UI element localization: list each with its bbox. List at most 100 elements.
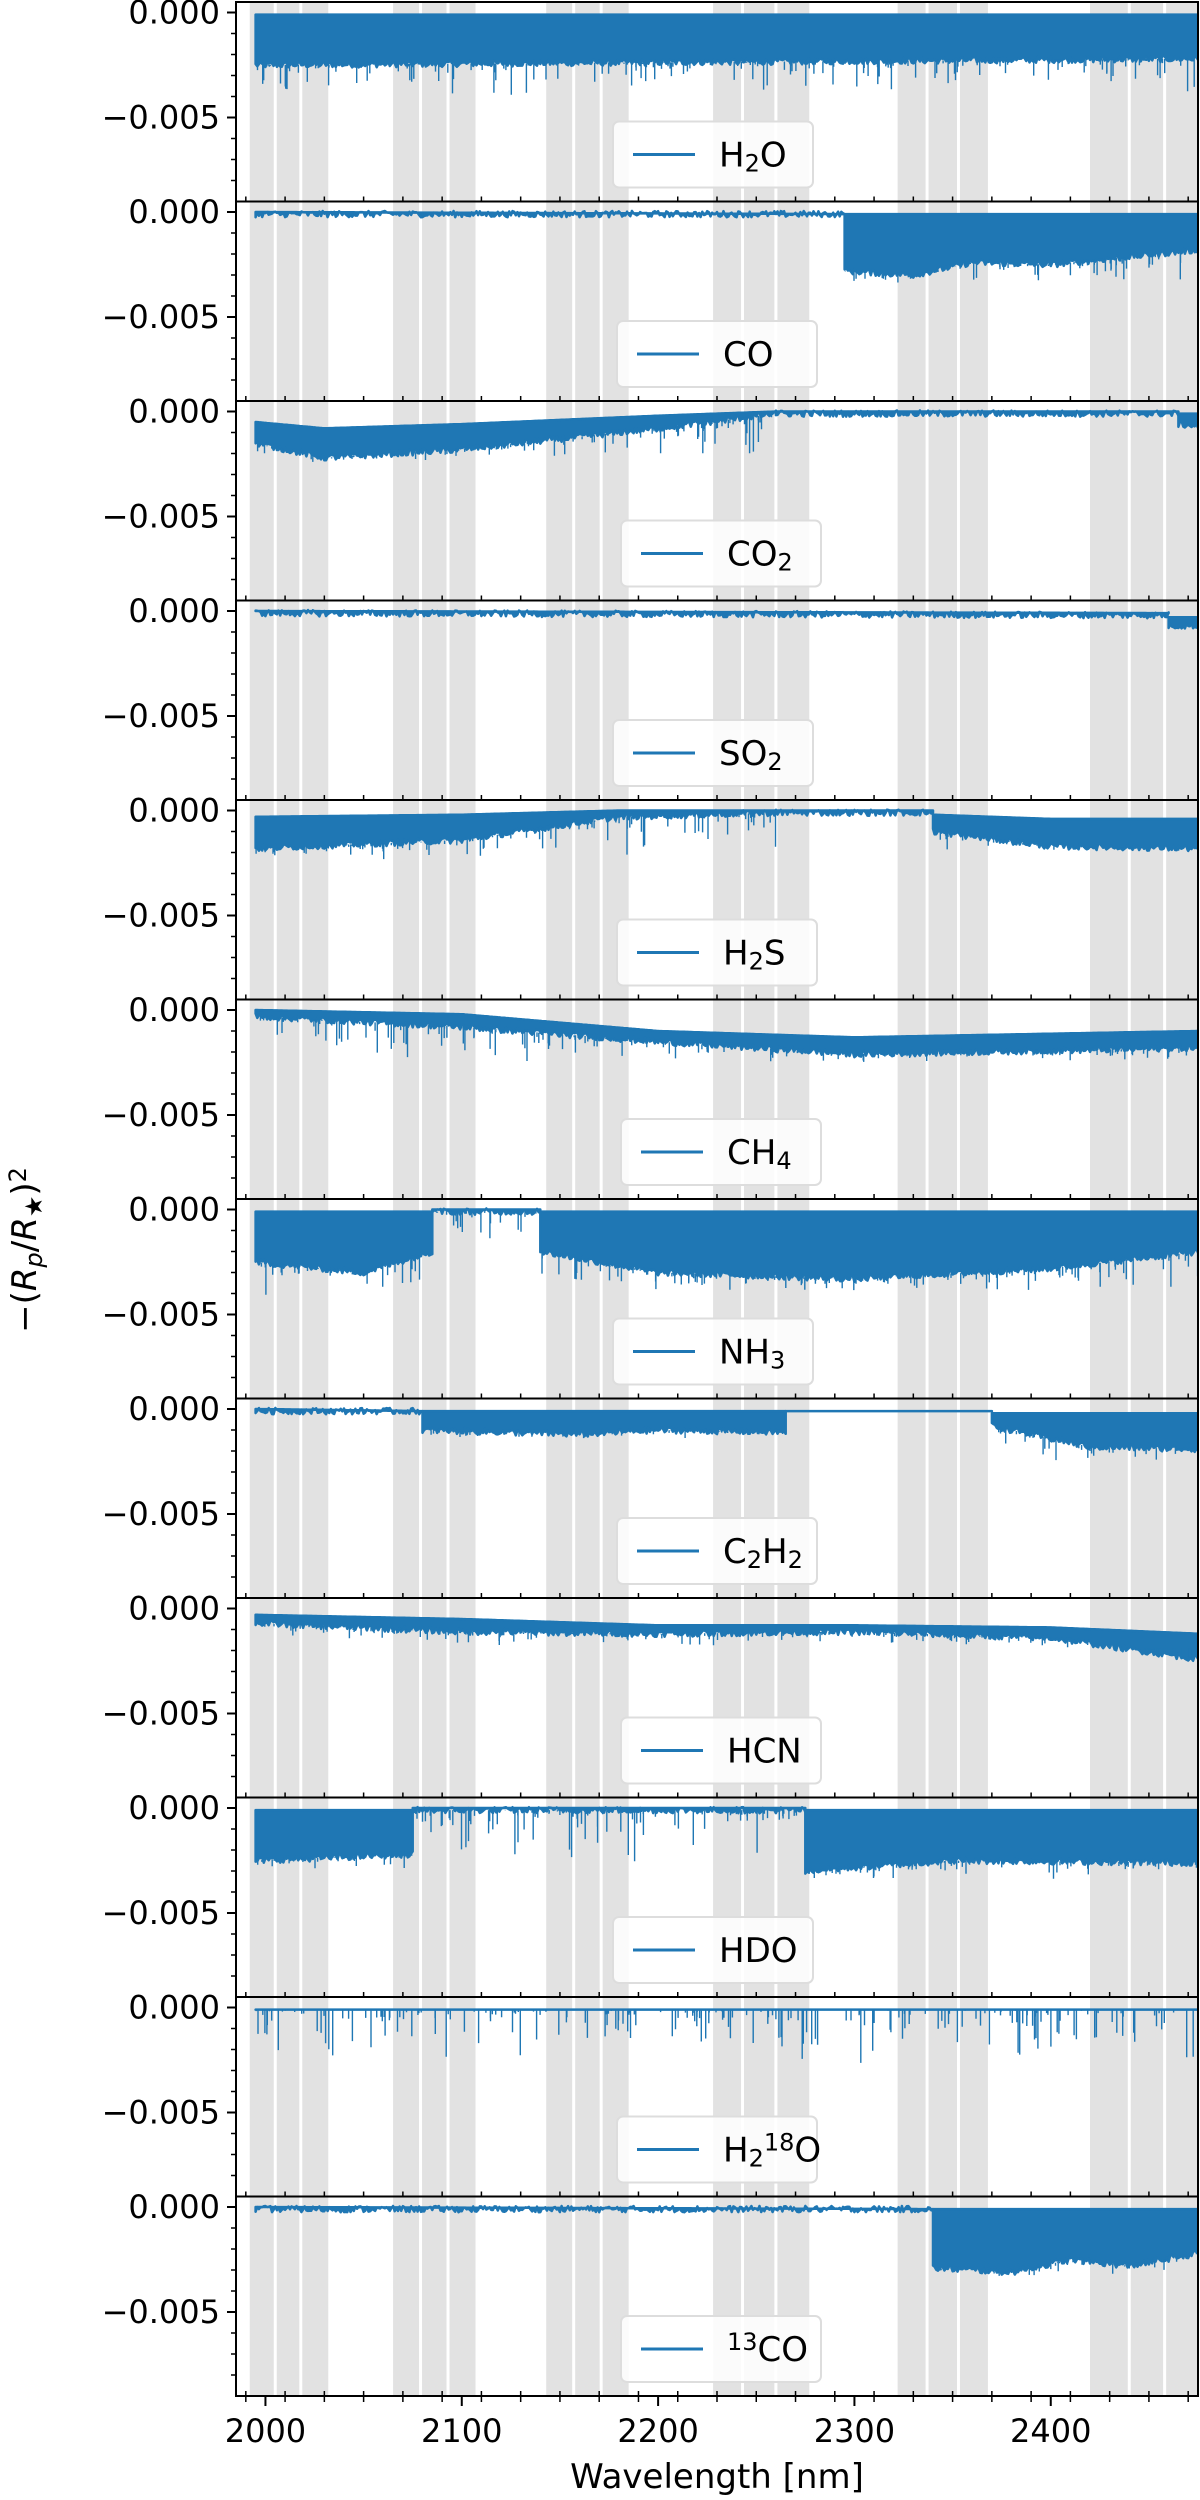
- series-6: [254, 1207, 1198, 1295]
- legend-label: H218O: [723, 2129, 821, 2173]
- y-tick-label: −0.005: [102, 697, 220, 735]
- y-tick-label: 0.000: [128, 2188, 220, 2226]
- x-axis: 2000 2100 2200 2300 2400: [225, 2396, 1189, 2450]
- legend-label: HCN: [727, 1732, 802, 1772]
- shaded-band: [249, 2196, 329, 2396]
- legend: H218O: [616, 2115, 821, 2184]
- spectrum-spikes: [413, 1810, 799, 1862]
- legend-label: C2H2: [723, 1532, 803, 1574]
- y-tick-label: 0.000: [128, 1590, 220, 1628]
- panel-9: 0.000 −0.005 HDO: [102, 1789, 1199, 1998]
- spectrum-spikes: [939, 2253, 1197, 2276]
- legend: CH4: [620, 1118, 822, 1186]
- spectrum-spikes: [255, 812, 777, 860]
- shaded-band: [249, 1398, 329, 1598]
- legend: HDO: [612, 1916, 814, 1984]
- legend-label: 13CO: [727, 2328, 808, 2370]
- legend: H2O: [612, 120, 814, 189]
- x-tick-label: 2100: [421, 2412, 502, 2450]
- spectrum-band: [254, 1210, 434, 1277]
- y-tick-label: 0.000: [128, 193, 220, 231]
- spectrum-band: [1167, 616, 1198, 630]
- series-9: [254, 1805, 1198, 1879]
- y-tick-label: 0.000: [128, 1989, 220, 2027]
- y-tick-label: −0.005: [102, 99, 220, 137]
- legend-box: [612, 719, 814, 787]
- legend-box: [616, 320, 818, 388]
- legend: CO: [616, 320, 818, 388]
- series-0: [254, 13, 1198, 95]
- y-tick-label: −0.005: [102, 2094, 220, 2132]
- panel-8: 0.000 −0.005 HCN: [102, 1590, 1199, 1799]
- y-tick-label: −0.005: [102, 897, 220, 935]
- legend: 13CO: [620, 2315, 822, 2383]
- y-tick-label: −0.005: [102, 1695, 220, 1733]
- shaded-band: [249, 600, 329, 800]
- legend-box: [620, 1716, 822, 1785]
- y-tick-label: −0.005: [102, 1096, 220, 1134]
- legend: HCN: [620, 1716, 822, 1785]
- x-tick-label: 2400: [1010, 2412, 1091, 2450]
- y-axis-label: −(Rp/R★)2: [4, 1167, 48, 1333]
- legend-label: CH4: [727, 1133, 792, 1175]
- shaded-band: [546, 800, 629, 1000]
- spectrum-spikes: [435, 1211, 537, 1239]
- series-3: [254, 608, 1198, 630]
- series-1: [254, 209, 1198, 283]
- legend-box: [620, 1118, 822, 1186]
- shaded-band: [249, 1598, 329, 1798]
- spectrum-band: [254, 13, 1198, 69]
- panel-10: 0.000 −0.005 H218O: [102, 1989, 1199, 2198]
- spectrum-spikes: [541, 1251, 1198, 1291]
- y-tick-label: −0.005: [102, 2293, 220, 2331]
- y-tick-label: −0.005: [102, 298, 220, 336]
- series-8: [254, 1613, 1198, 1663]
- x-tick-label: 2300: [814, 2412, 895, 2450]
- shaded-band: [546, 2196, 629, 2396]
- spectrum-band: [254, 1808, 414, 1864]
- shaded-band: [1090, 1997, 1198, 2197]
- spectrum-band: [254, 1613, 1198, 1663]
- spectrum-spikes: [844, 251, 1182, 283]
- shaded-band: [1090, 600, 1198, 800]
- shaded-band: [897, 1398, 988, 1598]
- spectrum-band: [254, 608, 1170, 620]
- panel-11: 0.000 −0.005 13CO: [102, 2188, 1199, 2397]
- y-tick-label: 0.000: [128, 393, 220, 431]
- legend-label: H2O: [719, 136, 787, 178]
- y-tick-label: 0.000: [128, 1390, 220, 1428]
- spectrum-spikes: [264, 1623, 1198, 1659]
- x-tick-label: 2000: [225, 2412, 306, 2450]
- shaded-band: [897, 999, 988, 1199]
- y-tick-label: 0.000: [128, 592, 220, 630]
- y-tick-label: 0.000: [128, 0, 220, 32]
- y-tick-label: −0.005: [102, 1894, 220, 1932]
- panel-6: 0.000 −0.005 NH3: [102, 1191, 1199, 1400]
- x-axis-label: Wavelength [nm]: [570, 2457, 864, 2497]
- panel-4: 0.000 −0.005 H2S: [102, 792, 1199, 1001]
- spectrum-band: [804, 1808, 1198, 1875]
- legend: NH3: [612, 1317, 814, 1386]
- series-5: [254, 1008, 1198, 1062]
- shaded-band: [393, 2196, 476, 2396]
- panel-1: 0.000 −0.005 CO: [102, 193, 1199, 402]
- series-10: [254, 2008, 1198, 2063]
- spectrum-band: [539, 1210, 1198, 1284]
- shaded-band: [393, 1997, 476, 2197]
- legend: SO2: [612, 719, 814, 787]
- panel-5: 0.000 −0.005 CH4: [102, 991, 1199, 1200]
- panel-7: 0.000 −0.005 C2H2: [102, 1390, 1199, 1599]
- shaded-band: [546, 201, 629, 401]
- panels: 0.000 −0.005 H2O 0.000 −0.005 CO 0.000 −0.005 CO…: [102, 0, 1199, 2397]
- legend: CO2: [620, 519, 822, 588]
- legend-label: CO2: [727, 535, 793, 577]
- shaded-band: [897, 600, 988, 800]
- shaded-band: [897, 401, 988, 601]
- y-tick-label: −0.005: [102, 498, 220, 536]
- shaded-band: [393, 201, 476, 401]
- series-4: [254, 808, 1198, 860]
- y-tick-label: 0.000: [128, 792, 220, 830]
- legend-box: [616, 918, 818, 987]
- shaded-band: [1090, 999, 1198, 1199]
